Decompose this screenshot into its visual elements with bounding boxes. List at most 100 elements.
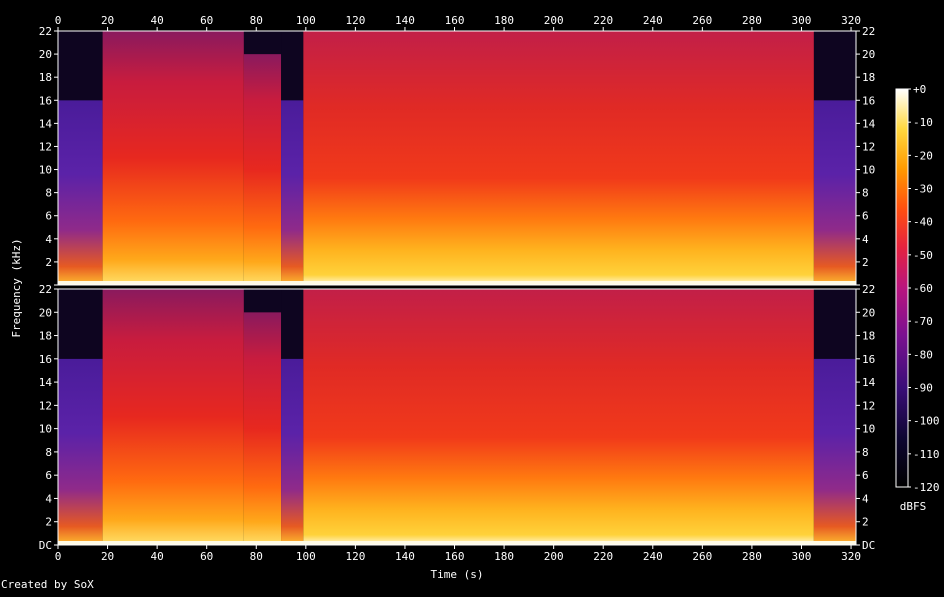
x-tick-label: 180 (494, 14, 514, 27)
y-tick-label: 14 (862, 376, 876, 389)
x-tick-label: 240 (643, 550, 663, 563)
x-tick-label: 0 (55, 550, 62, 563)
x-tick-label: 260 (692, 550, 712, 563)
y-tick-label: 14 (862, 117, 876, 130)
y-tick-label: 10 (39, 164, 52, 177)
x-tick-label: 320 (841, 14, 861, 27)
x-tick-label: 160 (445, 14, 465, 27)
y-tick-label: 4 (45, 233, 52, 246)
y-tick-label: 12 (862, 399, 875, 412)
spectrogram-segment (281, 358, 304, 545)
colorbar-tick-label: -80 (913, 348, 933, 361)
x-tick-label: 200 (544, 14, 564, 27)
spectrogram-segment (102, 31, 244, 285)
x-tick-label: 140 (395, 14, 415, 27)
colorbar-tick-label: -110 (913, 448, 940, 461)
y-tick-label: DC (39, 539, 52, 552)
y-tick-label: 6 (45, 469, 52, 482)
panel-frame (57, 288, 857, 546)
x-tick-label: 40 (151, 14, 164, 27)
spectrogram-segment (281, 100, 304, 285)
x-tick-label: 20 (101, 14, 114, 27)
y-tick-label: 18 (862, 330, 875, 343)
y-tick-label: 22 (39, 25, 52, 38)
spectrogram-segment (813, 100, 856, 285)
y-tick-label: 2 (45, 256, 52, 269)
spectrogram-segment-noise (813, 289, 856, 359)
y-tick-label: 8 (862, 187, 869, 200)
credit-text: Created by SoX (1, 578, 94, 591)
spectrogram-segment-noise (813, 31, 856, 101)
spectrogram-panels (58, 31, 856, 545)
y-tick-label: 6 (862, 210, 869, 223)
x-tick-label: 0 (55, 14, 62, 27)
y-tick-label: 22 (862, 25, 875, 38)
y-tick-label: 20 (862, 306, 875, 319)
x-tick-label: 300 (792, 550, 812, 563)
x-tick-label: 80 (250, 14, 263, 27)
spectrogram-segment (303, 289, 814, 545)
y-tick-label: 12 (862, 140, 875, 153)
colorbar-tick-label: -10 (913, 116, 933, 129)
x-tick-label: 120 (345, 14, 365, 27)
x-tick-label: 220 (593, 14, 613, 27)
spectrogram-segment (813, 358, 856, 545)
colorbar-tick-label: -60 (913, 282, 933, 295)
spectrogram-segment-noise (243, 31, 282, 55)
colorbar-tick-label: -30 (913, 183, 933, 196)
y-tick-label: 20 (39, 306, 52, 319)
y-tick-label: 10 (39, 423, 52, 436)
x-tick-label: 60 (200, 550, 213, 563)
x-tick-label: 60 (200, 14, 213, 27)
y-tick-label: 14 (39, 376, 53, 389)
spectrogram-segment (243, 312, 282, 545)
y-tick-label: 10 (862, 164, 875, 177)
colorbar: +0 -10 -20 -30 -40 -50 -60 -70 -80 -90 -100 -110 -12… (895, 83, 940, 494)
spectrogram-segment-noise (58, 31, 103, 101)
spectrogram-segment (303, 31, 814, 285)
x-tick-label: 160 (445, 550, 465, 563)
spectrogram-segment-noise (58, 289, 103, 359)
y-tick-label: 10 (862, 423, 875, 436)
x-tick-label: 220 (593, 550, 613, 563)
y-tick-label: 20 (862, 48, 875, 61)
x-tick-label: 300 (792, 14, 812, 27)
x-tick-label: 200 (544, 550, 564, 563)
y-tick-label: 6 (862, 469, 869, 482)
y-axis-label: Frequency (kHz) (10, 238, 23, 337)
y-tick-label: 16 (39, 353, 52, 366)
dc-band (58, 541, 856, 545)
colorbar-tick-label: -40 (913, 216, 933, 229)
y-tick-label: 20 (39, 48, 52, 61)
y-tick-label: 6 (45, 210, 52, 223)
spectrogram-segment (102, 289, 244, 545)
colorbar-tick-label: -100 (913, 415, 940, 428)
colorbar-tick-label: -50 (913, 249, 933, 262)
colorbar-tick-label: -90 (913, 382, 933, 395)
spectrogram-segment-noise (243, 289, 282, 313)
y-tick-label: 2 (862, 516, 869, 529)
spectrogram-segment (58, 100, 103, 285)
y-tick-label: 22 (39, 283, 52, 296)
x-tick-label: 100 (296, 14, 316, 27)
x-tick-label: 180 (494, 550, 514, 563)
x-axis-label: Time (s) (431, 568, 484, 581)
y-tick-label: 18 (39, 71, 52, 84)
y-tick-label: 16 (862, 353, 875, 366)
y-tick-label: 4 (45, 492, 52, 505)
y-tick-label: 14 (39, 117, 53, 130)
x-tick-label: 120 (345, 550, 365, 563)
y-tick-label: 8 (45, 446, 52, 459)
y-tick-label: 12 (39, 399, 52, 412)
y-tick-label: 4 (862, 233, 869, 246)
x-tick-label: 240 (643, 14, 663, 27)
y-tick-label: 4 (862, 492, 869, 505)
x-tick-label: 260 (692, 14, 712, 27)
y-tick-label: DC (862, 539, 875, 552)
x-tick-label: 280 (742, 550, 762, 563)
spectrogram-segment-noise (281, 289, 304, 359)
y-tick-label: 12 (39, 140, 52, 153)
x-tick-label: 40 (151, 550, 164, 563)
